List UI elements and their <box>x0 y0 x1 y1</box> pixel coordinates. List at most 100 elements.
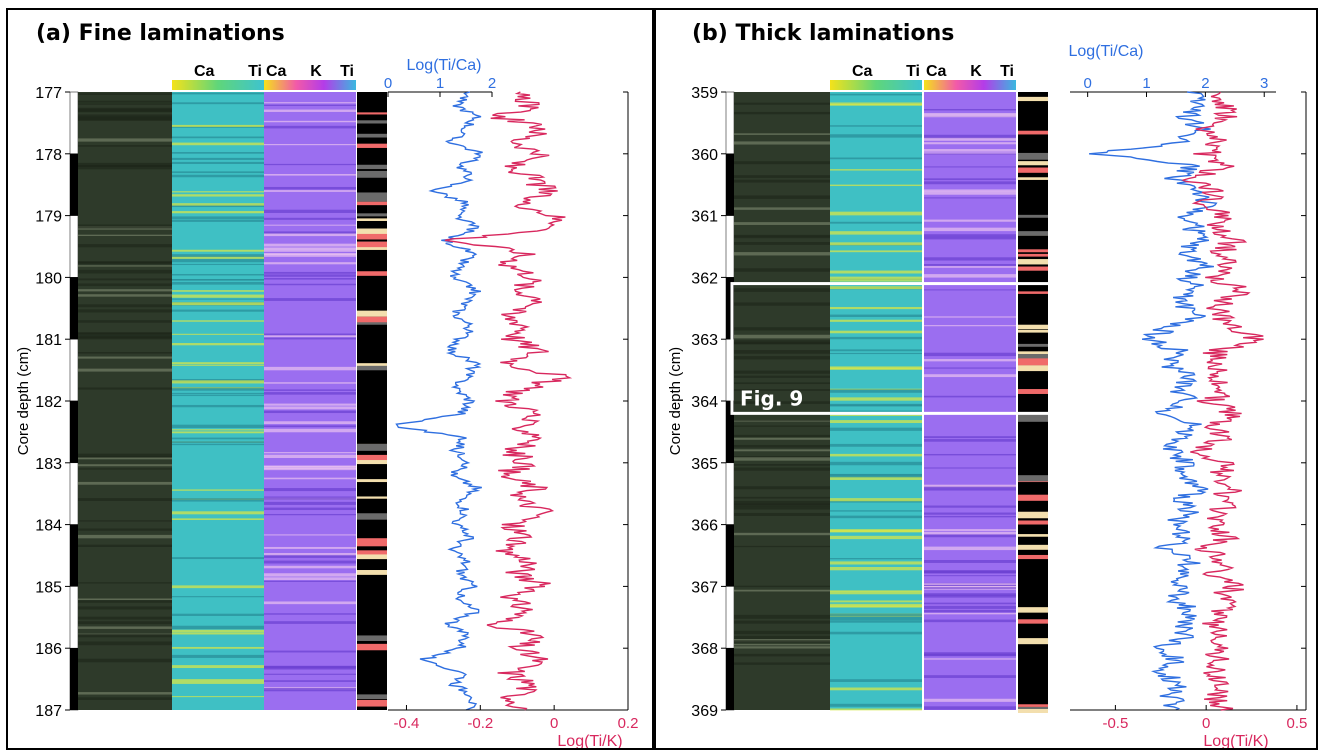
map1-lamina <box>830 306 922 310</box>
lamina-class <box>357 241 387 248</box>
series-line-log-ti-ca <box>1089 91 1218 711</box>
photo-lamina <box>734 496 830 499</box>
map1-lamina <box>830 367 922 370</box>
photo-lamina <box>734 288 830 292</box>
colorbar-ca-k-ti <box>924 80 1016 90</box>
map1-lamina <box>172 161 264 165</box>
y-tick-label: 362 <box>691 270 718 287</box>
map1-lamina <box>830 134 922 138</box>
map2-lamina <box>924 605 1016 609</box>
map2-lamina <box>924 587 1016 589</box>
bottom-x-tick-label: 0 <box>1202 715 1210 732</box>
top-x-tick-label: 1 <box>1142 75 1150 92</box>
map1-lamina <box>830 590 922 592</box>
map1-lamina <box>172 424 264 428</box>
map1-lamina <box>172 429 264 431</box>
lamina-class <box>1018 707 1048 713</box>
map1-lamina <box>172 380 264 384</box>
photo-lamina <box>734 464 830 466</box>
map2-lamina <box>924 512 1016 515</box>
photo-lamina <box>734 419 830 422</box>
map1-lamina <box>830 591 922 595</box>
lamina-class <box>357 271 387 276</box>
photo-lamina <box>78 145 172 147</box>
y-tick-label: 361 <box>691 209 718 226</box>
lamina-class <box>357 542 387 547</box>
map1-lamina <box>172 511 264 515</box>
map1-lamina <box>172 294 264 298</box>
lamina-class <box>1018 214 1048 218</box>
lamina-class <box>1018 152 1048 160</box>
photo-lamina <box>78 114 172 117</box>
lamina-class <box>357 201 387 206</box>
photo-lamina <box>78 103 172 105</box>
map1-lamina <box>172 191 264 193</box>
photo-lamina <box>734 327 830 331</box>
y-tick-label: 360 <box>691 147 718 164</box>
map1-lamina <box>172 171 264 174</box>
y-tick-label: 184 <box>35 518 62 535</box>
map1-lamina <box>172 249 264 252</box>
map1-lamina <box>830 515 922 519</box>
y-tick-label: 179 <box>35 209 62 226</box>
map2-lamina <box>264 428 356 433</box>
map1-lamina <box>172 364 264 366</box>
colorbar-ca-ti <box>830 80 922 90</box>
lamina-class <box>1018 358 1048 362</box>
map2-lamina <box>264 565 356 569</box>
y-tick-label: 178 <box>35 147 62 164</box>
lamina-class <box>357 228 387 236</box>
depth-scale-segment <box>69 338 79 402</box>
map1-lamina <box>830 510 922 512</box>
photo-lamina <box>734 268 830 272</box>
strip-label-ca: Ca <box>852 63 873 80</box>
strip-label-ti2: Ti <box>1000 63 1014 80</box>
map2-lamina <box>264 465 356 468</box>
map2-lamina <box>264 403 356 406</box>
map1-lamina <box>172 362 264 365</box>
xrf-map-ca-ti <box>172 92 264 710</box>
depth-scale-segment <box>69 153 79 216</box>
photo-lamina <box>734 207 830 210</box>
map2-lamina <box>264 271 356 274</box>
top-x-tick-label: 1 <box>436 75 444 92</box>
panel-title: (a) Fine laminations <box>36 21 285 46</box>
panel-title: (b) Thick laminations <box>692 21 954 46</box>
photo-lamina <box>78 582 172 584</box>
lamina-class <box>1018 167 1048 173</box>
map1-lamina <box>172 444 264 446</box>
map1-lamina <box>172 102 264 105</box>
photo-lamina <box>78 528 172 531</box>
photo-lamina <box>78 244 172 248</box>
map1-lamina <box>830 561 922 565</box>
map1-lamina <box>830 330 922 334</box>
map2-lamina <box>264 507 356 511</box>
map2-lamina <box>264 477 356 480</box>
photo-lamina <box>78 265 172 267</box>
photo-lamina <box>78 621 172 625</box>
panel-thick-laminations: (b) Thick laminations 359 360 361 362 363 364 3… <box>654 8 1318 750</box>
photo-lamina <box>734 589 830 592</box>
map1-lamina <box>830 558 922 560</box>
map2-lamina <box>924 652 1016 656</box>
top-x-tick-label: 0 <box>1083 75 1091 92</box>
photo-lamina <box>78 456 172 460</box>
photo-lamina <box>734 111 830 115</box>
map2-lamina <box>264 253 356 257</box>
map2-lamina <box>924 485 1016 487</box>
map2-lamina <box>924 534 1016 538</box>
top-x-tick-label: 2 <box>488 75 496 92</box>
lamina-class <box>357 213 387 217</box>
map1-lamina <box>172 279 264 281</box>
photo-lamina <box>734 195 830 199</box>
map1-lamina <box>830 473 922 476</box>
map1-lamina <box>830 169 922 171</box>
bottom-x-tick-label: 0.5 <box>1286 715 1307 732</box>
map2-lamina <box>264 454 356 459</box>
map2-lamina <box>924 505 1016 508</box>
map2-lamina <box>924 149 1016 152</box>
photo-lamina <box>78 534 172 539</box>
map1-lamina <box>830 314 922 317</box>
lamina-class <box>357 699 387 707</box>
photo-lamina <box>78 498 172 502</box>
